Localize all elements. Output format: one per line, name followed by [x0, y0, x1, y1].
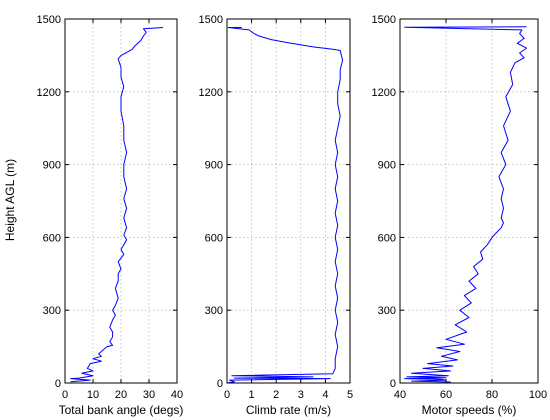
- x-tick-label: 4: [322, 389, 328, 401]
- y-tick-label: 1200: [37, 87, 61, 99]
- x-tick-label: 5: [347, 389, 353, 401]
- x-tick-label: 0: [224, 389, 230, 401]
- panel-1: 0 10 20 30 40 0 300 600 900 1200 1500 Total bank an…: [37, 14, 184, 417]
- x-axis-label: Total bank angle (degs): [59, 403, 184, 417]
- y-tick-label: 0: [55, 378, 61, 390]
- y-tick-label: 900: [205, 160, 223, 172]
- series-line-1: [226, 27, 344, 384]
- panel-2: 0 1 2 3 4 5 0 300 600 900 1200 1500 Climb rate (m/s): [199, 14, 354, 417]
- plot-area: [399, 18, 539, 384]
- x-tick-label: 10: [87, 389, 99, 401]
- y-tick-label: 300: [43, 305, 61, 317]
- y-tick-label: 600: [205, 232, 223, 244]
- y-tick-label: 1200: [199, 87, 223, 99]
- y-tick-label: 900: [378, 160, 396, 172]
- panel-3: 40 60 80 100 0 300 600 900 1200 1500 Motor speeds …: [372, 14, 548, 417]
- x-tick-label: 0: [62, 389, 68, 401]
- plot-area: [226, 18, 351, 384]
- x-tick-label: 20: [115, 389, 127, 401]
- x-tick-label: 2: [273, 389, 279, 401]
- x-tick-label: 3: [298, 389, 304, 401]
- y-tick-label: 1500: [372, 14, 396, 26]
- x-tick-label: 30: [143, 389, 155, 401]
- series-line-1: [404, 26, 527, 383]
- x-tick-label: 100: [529, 389, 547, 401]
- y-tick-label: 0: [217, 378, 223, 390]
- x-tick-label: 60: [440, 389, 452, 401]
- y-tick-label: 300: [378, 305, 396, 317]
- y-tick-label: 1200: [372, 87, 396, 99]
- y-axis-label: Height AGL (m): [3, 159, 17, 241]
- x-tick-label: 1: [249, 389, 255, 401]
- x-tick-label: 40: [171, 389, 183, 401]
- x-axis-label: Climb rate (m/s): [246, 403, 331, 417]
- y-tick-label: 600: [378, 232, 396, 244]
- y-tick-label: 600: [43, 232, 61, 244]
- series-line-1: [70, 27, 164, 383]
- y-tick-label: 300: [205, 305, 223, 317]
- y-tick-label: 1500: [37, 14, 61, 26]
- x-tick-label: 80: [486, 389, 498, 401]
- y-tick-label: 1500: [199, 14, 223, 26]
- y-tick-label: 900: [43, 160, 61, 172]
- x-tick-label: 40: [394, 389, 406, 401]
- y-tick-label: 0: [390, 378, 396, 390]
- x-axis-label: Motor speeds (%): [422, 403, 517, 417]
